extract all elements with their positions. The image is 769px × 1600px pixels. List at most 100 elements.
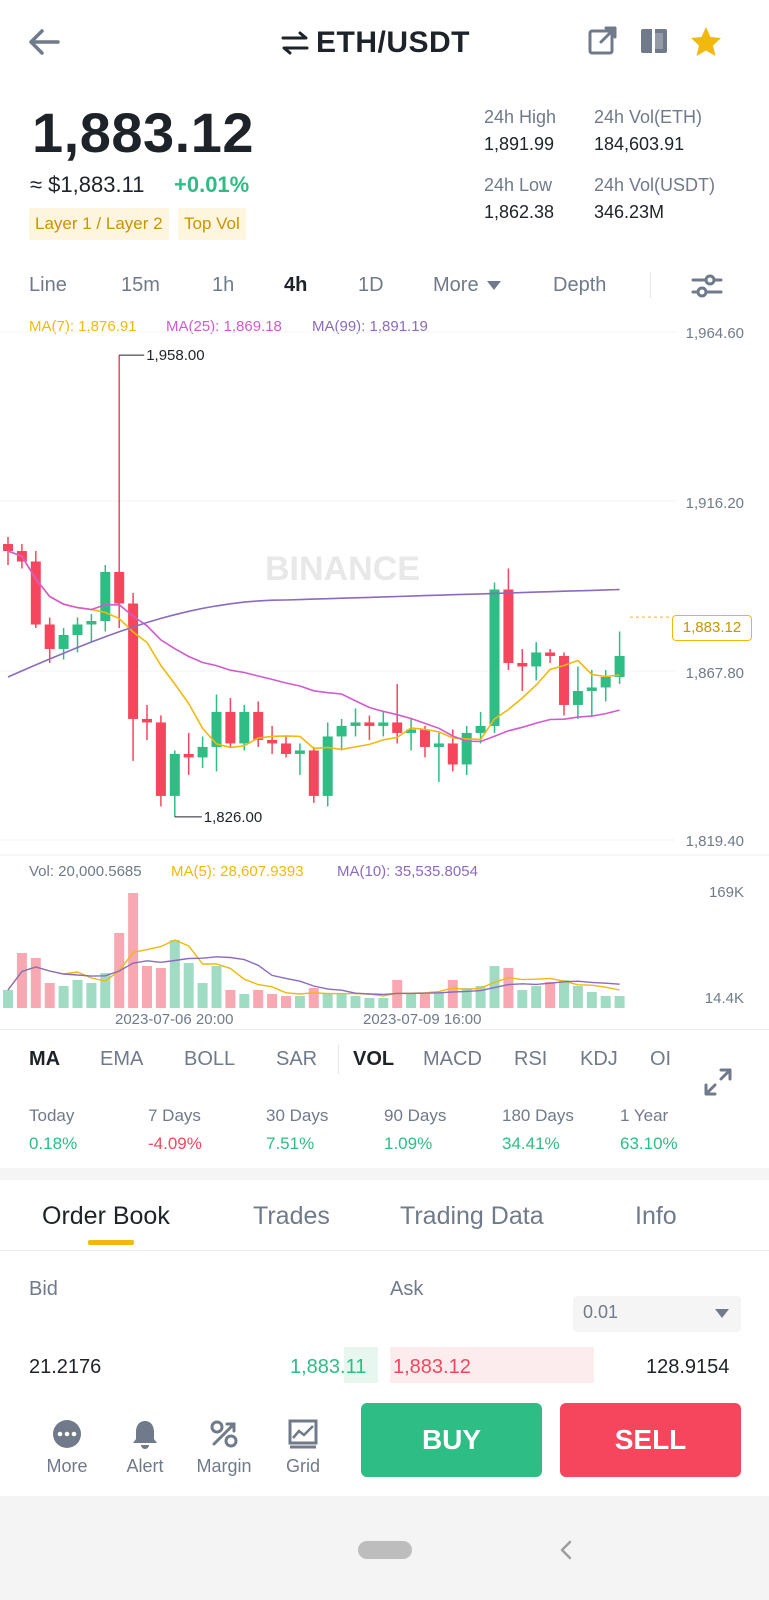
- back-arrow-icon[interactable]: [24, 24, 64, 60]
- candle-down: [183, 753, 194, 758]
- candle-up: [433, 743, 444, 747]
- vol-legend: Vol: 20,000.5685: [29, 863, 142, 880]
- volume-bar: [364, 998, 375, 1008]
- ma25-legend: MA(25): 1,869.18: [166, 318, 282, 335]
- ma25-line: [7, 550, 620, 743]
- candle-up: [475, 725, 486, 733]
- indicator-ema[interactable]: EMA: [100, 1048, 144, 1070]
- volume-bar: [531, 986, 542, 1008]
- candle-down: [225, 711, 236, 744]
- candle-up: [86, 620, 97, 625]
- grid-action[interactable]: Grid: [268, 1418, 338, 1477]
- candle-up: [378, 722, 389, 726]
- perf-1y-label: 1 Year: [620, 1106, 669, 1125]
- vol-eth-label: 24h Vol(ETH): [594, 107, 703, 127]
- candle-up: [169, 753, 180, 796]
- chart-settings-icon[interactable]: [690, 272, 724, 302]
- candle-down: [559, 655, 569, 705]
- candle-down: [114, 572, 125, 604]
- indicator-boll[interactable]: BOLL: [184, 1048, 236, 1070]
- candle-up: [58, 634, 69, 649]
- volume-bar: [3, 990, 13, 1008]
- interval-15m[interactable]: 15m: [121, 274, 160, 296]
- volume-bar: [239, 994, 250, 1008]
- volume-bar: [614, 996, 625, 1008]
- interval-depth[interactable]: Depth: [553, 274, 607, 296]
- candle-down: [253, 711, 264, 740]
- indicator-rsi[interactable]: RSI: [514, 1048, 548, 1070]
- more-action[interactable]: More: [32, 1418, 102, 1477]
- interval-1d[interactable]: 1D: [358, 274, 384, 296]
- indicator-oi[interactable]: OI: [650, 1048, 670, 1070]
- perf-30d-value: 7.51%: [266, 1134, 315, 1153]
- candle-down: [447, 743, 458, 765]
- volume-bar: [58, 986, 69, 1008]
- volume-bar: [475, 986, 486, 1008]
- interval-1h[interactable]: 1h: [212, 274, 235, 296]
- swap-icon[interactable]: [280, 28, 310, 58]
- percent-icon: [210, 1420, 238, 1448]
- bid-label: Bid: [29, 1278, 58, 1300]
- indicator-macd[interactable]: MACD: [423, 1048, 482, 1070]
- share-icon[interactable]: [585, 24, 621, 60]
- tab-info[interactable]: Info: [635, 1202, 677, 1230]
- more-icon: [53, 1420, 81, 1448]
- tag-top-vol[interactable]: Top Vol: [178, 208, 246, 240]
- candle-up: [461, 732, 472, 765]
- ma99-legend: MA(99): 1,891.19: [312, 318, 428, 335]
- perf-180d-label: 180 Days: [502, 1106, 574, 1125]
- candlestick-chart[interactable]: BINANCE 1,958.00 1,826.00: [0, 312, 769, 1032]
- candle-down: [364, 722, 375, 726]
- pair-title[interactable]: ETH/USDT: [316, 26, 470, 59]
- vol-ma5-legend: MA(5): 28,607.9393: [171, 863, 304, 880]
- bid-price[interactable]: 1,883.11: [290, 1356, 367, 1378]
- volume-bar: [559, 980, 569, 1008]
- bid-quantity[interactable]: 21.2176: [29, 1356, 102, 1378]
- ma7-legend: MA(7): 1,876.91: [29, 318, 137, 335]
- interval-line[interactable]: Line: [29, 274, 67, 296]
- book-icon[interactable]: [636, 24, 672, 60]
- interval-more[interactable]: More: [433, 274, 502, 297]
- candle-down: [128, 603, 139, 719]
- sell-button[interactable]: SELL: [560, 1403, 741, 1477]
- ask-quantity[interactable]: 128.9154: [646, 1356, 730, 1378]
- perf-90d-label: 90 Days: [384, 1106, 447, 1125]
- margin-action[interactable]: Margin: [189, 1418, 259, 1477]
- volume-bar: [545, 982, 556, 1008]
- tab-trades[interactable]: Trades: [253, 1202, 330, 1230]
- buy-button[interactable]: BUY: [361, 1403, 542, 1477]
- low-value: 1,862.38: [484, 202, 555, 222]
- tab-trading-data[interactable]: Trading Data: [400, 1202, 544, 1230]
- usd-price: ≈ $1,883.11: [30, 172, 145, 197]
- indicator-kdj[interactable]: KDJ: [580, 1048, 618, 1070]
- indicator-vol[interactable]: VOL: [353, 1048, 395, 1070]
- indicator-ma[interactable]: MA: [29, 1048, 61, 1070]
- perf-today-label: Today: [29, 1106, 75, 1125]
- high-label: 24h High: [484, 107, 557, 127]
- alert-action[interactable]: Alert: [110, 1418, 180, 1477]
- watermark-text: BINANCE: [265, 550, 420, 588]
- tab-order-book[interactable]: Order Book: [42, 1202, 170, 1230]
- star-icon[interactable]: [688, 24, 724, 60]
- volume-bar: [225, 990, 236, 1008]
- volume-bar: [281, 996, 291, 1008]
- ask-price[interactable]: 1,883.12: [393, 1356, 471, 1378]
- system-back-icon[interactable]: [556, 1536, 576, 1564]
- volume-bar: [433, 992, 444, 1008]
- candle-up: [72, 624, 83, 635]
- home-pill-icon[interactable]: [358, 1541, 412, 1559]
- ma99-line: [7, 588, 620, 678]
- volume-bar: [72, 980, 83, 1008]
- tag-layer[interactable]: Layer 1 / Layer 2: [29, 208, 169, 240]
- indicator-sar[interactable]: SAR: [276, 1048, 318, 1070]
- expand-icon[interactable]: [702, 1066, 734, 1098]
- alert-label: Alert: [126, 1456, 164, 1476]
- candle-up: [600, 676, 611, 688]
- volume-bar: [378, 998, 389, 1008]
- interval-4h[interactable]: 4h: [284, 274, 308, 296]
- volume-bar: [600, 996, 611, 1008]
- volume-bar: [142, 966, 152, 1008]
- low-label: 24h Low: [484, 175, 553, 195]
- candle-up: [586, 687, 597, 691]
- depth-precision-select[interactable]: 0.01: [573, 1296, 741, 1332]
